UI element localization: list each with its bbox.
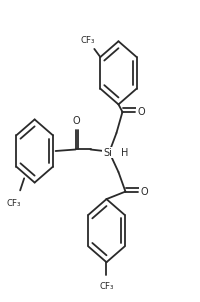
Text: CF₃: CF₃ [80, 36, 94, 45]
Text: Si: Si [103, 147, 111, 158]
Text: CF₃: CF₃ [99, 282, 113, 291]
Text: O: O [137, 107, 144, 117]
Text: H: H [120, 147, 128, 158]
Text: CF₃: CF₃ [6, 199, 21, 208]
Text: O: O [73, 116, 80, 126]
Text: O: O [140, 187, 147, 197]
